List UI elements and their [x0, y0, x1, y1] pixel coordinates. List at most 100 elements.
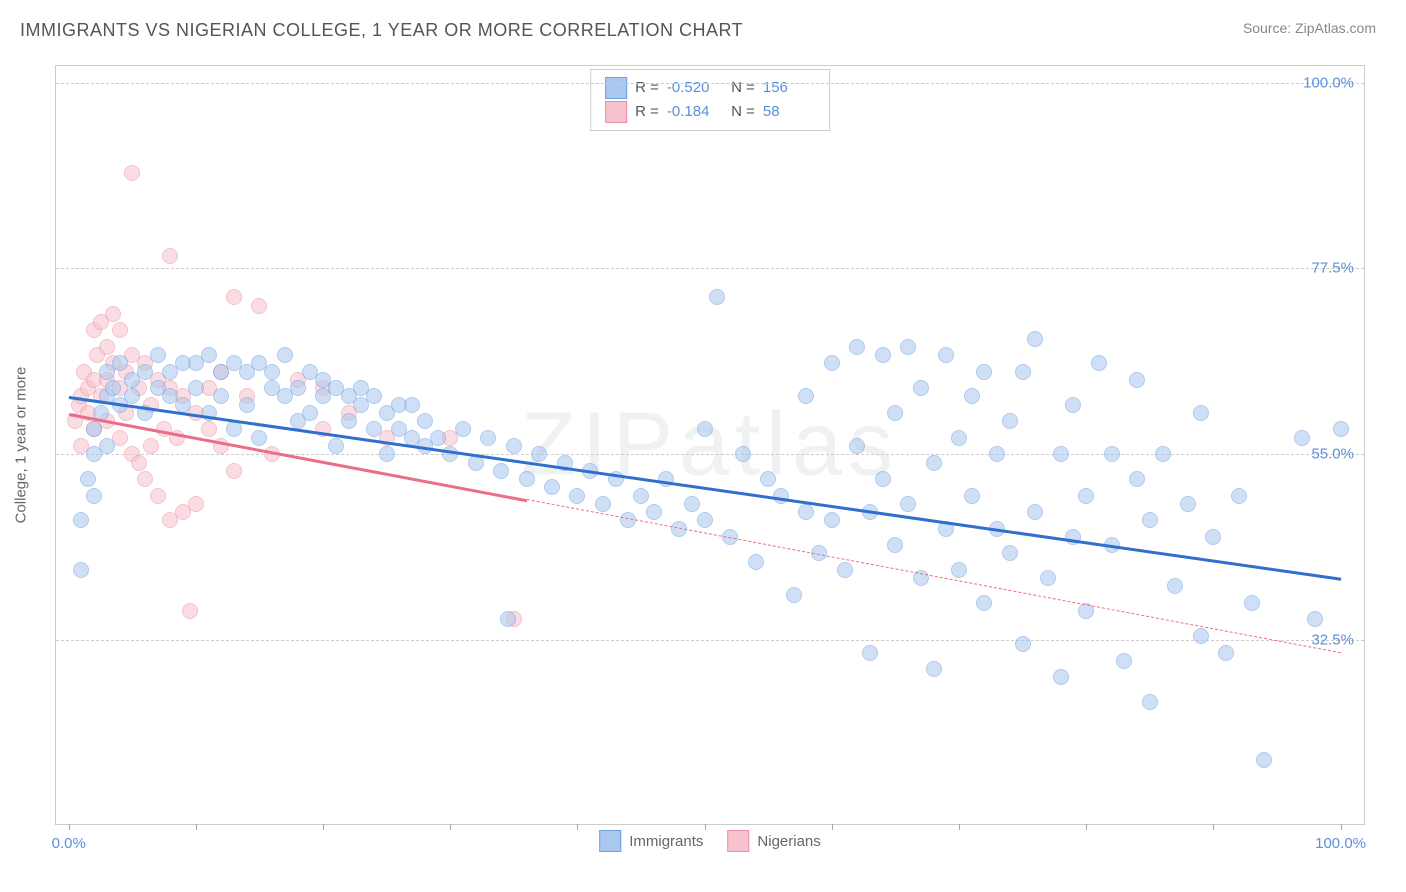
source-label: Source: ZipAtlas.com	[1243, 20, 1376, 36]
point-immigrants	[887, 537, 903, 553]
x-tick	[196, 824, 197, 830]
point-nigerians	[99, 339, 115, 355]
point-immigrants	[480, 430, 496, 446]
point-immigrants	[976, 595, 992, 611]
point-immigrants	[989, 446, 1005, 462]
point-immigrants	[519, 471, 535, 487]
point-nigerians	[201, 421, 217, 437]
point-immigrants	[1256, 752, 1272, 768]
point-immigrants	[1104, 446, 1120, 462]
y-tick-label: 77.5%	[1311, 260, 1354, 277]
point-nigerians	[226, 463, 242, 479]
point-immigrants	[455, 421, 471, 437]
point-immigrants	[697, 421, 713, 437]
point-immigrants	[1155, 446, 1171, 462]
point-immigrants	[1065, 397, 1081, 413]
point-immigrants	[1193, 405, 1209, 421]
point-nigerians	[112, 322, 128, 338]
n-value: 156	[763, 76, 815, 100]
chart-title: IMMIGRANTS VS NIGERIAN COLLEGE, 1 YEAR O…	[20, 20, 743, 41]
point-immigrants	[1040, 570, 1056, 586]
point-immigrants	[506, 438, 522, 454]
point-immigrants	[620, 512, 636, 528]
series-legend: Immigrants Nigerians	[599, 830, 821, 852]
point-immigrants	[1142, 694, 1158, 710]
point-immigrants	[875, 347, 891, 363]
watermark: ZIPatlas	[521, 394, 899, 497]
point-immigrants	[1193, 628, 1209, 644]
point-immigrants	[544, 479, 560, 495]
point-immigrants	[112, 355, 128, 371]
x-tick	[323, 824, 324, 830]
point-immigrants	[302, 405, 318, 421]
x-tick-label: 100.0%	[1315, 835, 1366, 852]
legend-item-nigerians: Nigerians	[727, 830, 820, 852]
point-nigerians	[188, 496, 204, 512]
point-immigrants	[73, 562, 89, 578]
point-immigrants	[1002, 413, 1018, 429]
point-nigerians	[226, 289, 242, 305]
point-immigrants	[798, 504, 814, 520]
point-immigrants	[938, 347, 954, 363]
point-immigrants	[1205, 529, 1221, 545]
point-immigrants	[201, 347, 217, 363]
point-immigrants	[290, 380, 306, 396]
point-nigerians	[124, 165, 140, 181]
point-immigrants	[328, 438, 344, 454]
x-tick	[705, 824, 706, 830]
point-immigrants	[887, 405, 903, 421]
swatch-immigrants	[599, 830, 621, 852]
swatch-immigrants	[605, 77, 627, 99]
point-immigrants	[1294, 430, 1310, 446]
point-immigrants	[1078, 488, 1094, 504]
point-immigrants	[1307, 611, 1323, 627]
x-tick	[959, 824, 960, 830]
point-immigrants	[849, 339, 865, 355]
point-immigrants	[913, 380, 929, 396]
point-immigrants	[379, 446, 395, 462]
x-tick	[832, 824, 833, 830]
point-immigrants	[633, 488, 649, 504]
swatch-nigerians	[727, 830, 749, 852]
point-immigrants	[1053, 669, 1069, 685]
point-immigrants	[900, 339, 916, 355]
point-immigrants	[595, 496, 611, 512]
point-immigrants	[251, 430, 267, 446]
y-tick-label: 100.0%	[1303, 74, 1354, 91]
legend-row-nigerians: R = -0.184 N = 58	[605, 100, 815, 124]
point-immigrants	[964, 388, 980, 404]
y-axis-label: College, 1 year or more	[13, 367, 30, 524]
point-immigrants	[73, 512, 89, 528]
point-immigrants	[862, 645, 878, 661]
legend-row-immigrants: R = -0.520 N = 156	[605, 76, 815, 100]
point-immigrants	[105, 380, 121, 396]
point-nigerians	[137, 471, 153, 487]
point-immigrants	[951, 562, 967, 578]
r-value: -0.520	[667, 76, 719, 100]
point-immigrants	[175, 397, 191, 413]
point-immigrants	[1129, 471, 1145, 487]
point-immigrants	[824, 512, 840, 528]
point-immigrants	[226, 421, 242, 437]
point-immigrants	[430, 430, 446, 446]
point-immigrants	[80, 471, 96, 487]
point-immigrants	[1231, 488, 1247, 504]
point-immigrants	[531, 446, 547, 462]
gridline	[56, 268, 1364, 269]
point-immigrants	[824, 355, 840, 371]
point-nigerians	[162, 248, 178, 264]
point-immigrants	[837, 562, 853, 578]
point-nigerians	[150, 488, 166, 504]
point-immigrants	[366, 388, 382, 404]
point-immigrants	[1015, 636, 1031, 652]
point-immigrants	[86, 488, 102, 504]
point-immigrants	[124, 388, 140, 404]
point-immigrants	[404, 397, 420, 413]
point-immigrants	[239, 397, 255, 413]
point-nigerians	[182, 603, 198, 619]
point-immigrants	[277, 347, 293, 363]
point-immigrants	[188, 380, 204, 396]
point-immigrants	[798, 388, 814, 404]
swatch-nigerians	[605, 101, 627, 123]
point-immigrants	[849, 438, 865, 454]
